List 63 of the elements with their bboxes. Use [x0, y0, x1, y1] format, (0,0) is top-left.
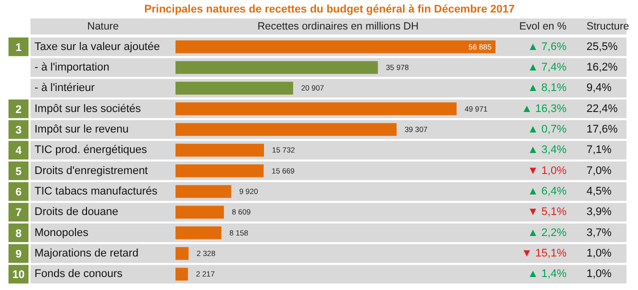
y-tick-label: - à l'intérieur	[34, 82, 96, 94]
text: ▲ 0,7%	[527, 124, 567, 136]
y-tick-label: Monopoles	[34, 226, 89, 239]
bar	[176, 102, 457, 116]
bar	[176, 185, 232, 198]
text: ▲ 8,1%	[527, 82, 567, 94]
text: 4	[15, 145, 22, 158]
y-tick-label: Impôt sur le revenu	[34, 124, 129, 136]
text: 7,1%	[586, 144, 612, 156]
text: 1	[15, 42, 22, 54]
bar	[176, 40, 496, 54]
text: 3	[15, 124, 22, 136]
text: 7,0%	[586, 164, 612, 177]
text: 10	[12, 269, 25, 282]
y-tick-label: TIC tabacs manufacturés	[34, 186, 158, 198]
text: 4,5%	[586, 186, 612, 198]
text: 8	[15, 228, 22, 240]
text: 5	[15, 166, 22, 178]
y-tick-label: Taxe sur la valeur ajoutée	[34, 40, 160, 53]
y-tick-label: TIC prod. énergétiques	[34, 144, 148, 156]
text: ▲ 3,4%	[527, 144, 567, 156]
bar	[176, 268, 188, 281]
text: ▲ 2,2%	[527, 226, 567, 239]
text: 7	[15, 207, 22, 220]
text: 3,9%	[586, 206, 612, 218]
y-tick-label: Majorations de retard	[34, 248, 138, 260]
text: Structure	[586, 20, 630, 32]
bar	[176, 82, 294, 95]
text: ▲ 7,6%	[527, 40, 567, 53]
bar	[176, 206, 224, 219]
text: 3,7%	[586, 226, 612, 239]
bar	[176, 123, 397, 136]
text: 1,0%	[586, 268, 612, 280]
text: 25,5%	[586, 40, 618, 53]
bar	[176, 61, 378, 74]
text: 16,2%	[586, 62, 618, 74]
bar	[176, 226, 222, 240]
text: 2	[15, 104, 22, 116]
text: ▲ 6,4%	[527, 186, 567, 198]
text: ▼ 1,0%	[527, 164, 567, 177]
y-axis-title: Nature	[87, 20, 119, 32]
text: ▼ 15,1%	[521, 248, 567, 260]
chart-title: Principales natures de recettes du budget général à fin Décembre 2017	[144, 4, 515, 16]
text: 1,0%	[586, 248, 612, 260]
y-tick-label: Droits d'enregistrement	[34, 164, 148, 177]
y-tick-label: Impôt sur les sociétés	[34, 102, 142, 115]
bar	[176, 144, 264, 157]
text: 6	[15, 186, 22, 198]
y-tick-label: Fonds de conours	[34, 268, 124, 280]
text: 22,4%	[586, 102, 618, 115]
text: ▲ 1,4%	[527, 268, 567, 280]
y-tick-label: Droits de douane	[34, 206, 118, 218]
text: 17,6%	[586, 124, 618, 136]
bar	[176, 164, 264, 178]
y-tick-label: - à l'importation	[34, 62, 110, 74]
text: 9	[15, 248, 22, 260]
text: ▼ 5,1%	[527, 206, 567, 218]
bar	[176, 247, 189, 260]
text: 9,4%	[586, 82, 612, 94]
x-axis-title: Recettes ordinaires en millions DH	[257, 20, 419, 32]
text: ▲ 7,4%	[527, 62, 567, 74]
text: Evol en %	[519, 20, 567, 32]
text: ▲ 16,3%	[521, 102, 567, 115]
